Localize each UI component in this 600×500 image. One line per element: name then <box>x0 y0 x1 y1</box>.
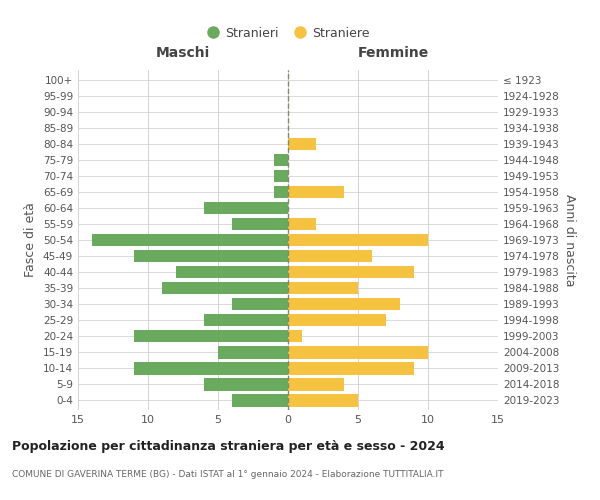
Bar <box>288 330 302 342</box>
Bar <box>134 330 288 342</box>
Bar <box>134 250 288 262</box>
Bar <box>232 394 288 406</box>
Bar <box>288 234 428 246</box>
Bar <box>274 186 288 198</box>
Bar <box>232 298 288 310</box>
Bar <box>288 218 316 230</box>
Bar <box>288 250 372 262</box>
Bar <box>232 218 288 230</box>
Bar <box>218 346 288 358</box>
Text: COMUNE DI GAVERINA TERME (BG) - Dati ISTAT al 1° gennaio 2024 - Elaborazione TUT: COMUNE DI GAVERINA TERME (BG) - Dati IST… <box>12 470 443 479</box>
Bar <box>288 346 428 358</box>
Bar <box>288 266 414 278</box>
Y-axis label: Fasce di età: Fasce di età <box>25 202 37 278</box>
Text: Maschi: Maschi <box>156 46 210 60</box>
Bar <box>288 138 316 150</box>
Bar <box>274 154 288 166</box>
Bar <box>288 314 386 326</box>
Bar <box>288 378 344 390</box>
Bar <box>288 298 400 310</box>
Bar <box>204 314 288 326</box>
Bar <box>288 282 358 294</box>
Text: Femmine: Femmine <box>358 46 428 60</box>
Bar <box>92 234 288 246</box>
Text: Popolazione per cittadinanza straniera per età e sesso - 2024: Popolazione per cittadinanza straniera p… <box>12 440 445 453</box>
Bar <box>274 170 288 182</box>
Bar <box>288 394 358 406</box>
Bar <box>176 266 288 278</box>
Bar <box>288 362 414 374</box>
Legend: Stranieri, Straniere: Stranieri, Straniere <box>201 22 375 45</box>
Bar <box>204 378 288 390</box>
Bar <box>134 362 288 374</box>
Bar <box>288 186 344 198</box>
Bar <box>204 202 288 214</box>
Y-axis label: Anni di nascita: Anni di nascita <box>563 194 576 286</box>
Bar <box>162 282 288 294</box>
